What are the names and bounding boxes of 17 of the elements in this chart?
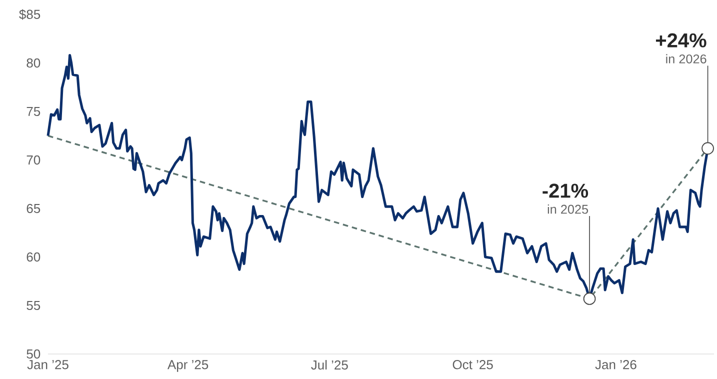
y-tick-label: $85: [19, 9, 40, 20]
annotation: in 2025: [548, 204, 588, 214]
x-tick-label: Jul ’25: [311, 360, 348, 370]
y-tick-label: 50: [26, 349, 40, 359]
x-tick-label: Apr ’25: [167, 360, 208, 372]
annotation: -21%: [542, 184, 588, 198]
y-tick-label: 65: [26, 204, 40, 214]
x-tick-label: Jan ’26: [595, 360, 636, 370]
y-tick-label: 80: [26, 58, 40, 68]
y-tick-label: 55: [26, 300, 40, 310]
y-tick-label: 70: [26, 155, 40, 165]
annotation: +24%: [656, 33, 706, 48]
y-tick-label: 75: [26, 106, 40, 116]
x-tick-label: Jan ’25: [27, 360, 68, 370]
x-tick-label: Oct ’25: [452, 360, 493, 370]
annotation: in 2026: [666, 54, 706, 64]
y-tick-label: 60: [26, 252, 40, 262]
